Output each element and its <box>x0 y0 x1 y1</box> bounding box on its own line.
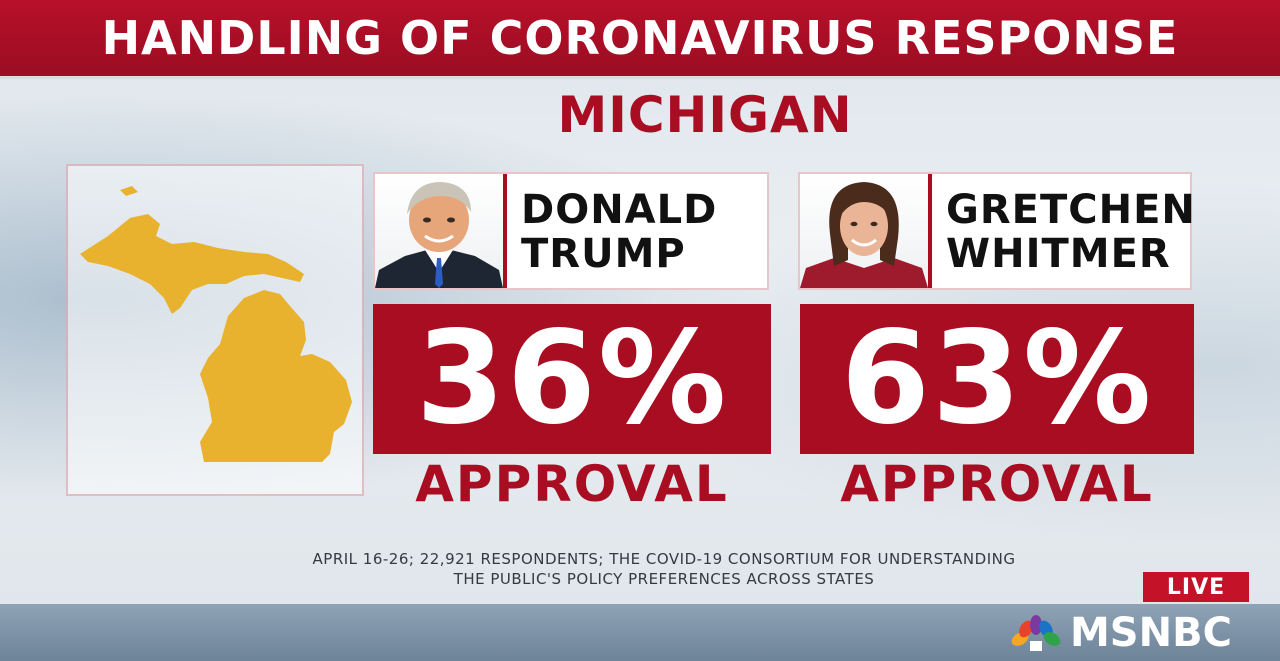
network-name: MSNBC <box>1070 610 1232 656</box>
source-line-2: THE PUBLIC'S POLICY PREFERENCES ACROSS S… <box>453 570 875 588</box>
network-logo: MSNBC <box>1008 610 1232 656</box>
candidate-last-name: WHITMER <box>946 231 1171 277</box>
approval-percent: 36% <box>415 304 729 453</box>
candidate-name: GRETCHEN WHITMER <box>946 188 1196 276</box>
approval-percent-box: 36% <box>373 304 771 454</box>
state-heading: MICHIGAN <box>557 86 853 144</box>
approval-label: APPROVAL <box>840 455 1154 513</box>
peacock-logo-icon <box>1011 615 1061 651</box>
approval-percent-box: 63% <box>800 304 1194 454</box>
candidate-card-trump: DONALD TRUMP <box>373 172 769 290</box>
state-map-panel <box>66 164 364 496</box>
live-badge: LIVE <box>1143 572 1249 602</box>
approval-percent: 63% <box>840 304 1154 453</box>
candidate-first-name: DONALD <box>521 187 718 233</box>
michigan-map-icon <box>80 186 352 462</box>
candidate-card-whitmer: GRETCHEN WHITMER <box>798 172 1195 290</box>
source-line-1: APRIL 16-26; 22,921 RESPONDENTS; THE COV… <box>312 550 1016 568</box>
candidate-last-name: TRUMP <box>521 231 686 277</box>
portrait-woman-icon <box>800 174 932 288</box>
approval-label: APPROVAL <box>415 455 729 513</box>
candidate-first-name: GRETCHEN <box>946 187 1196 233</box>
source-note: APRIL 16-26; 22,921 RESPONDENTS; THE COV… <box>0 549 1280 589</box>
graphic-title: HANDLING OF CORONAVIRUS RESPONSE <box>101 11 1179 65</box>
title-banner: HANDLING OF CORONAVIRUS RESPONSE <box>0 0 1280 79</box>
lower-band <box>0 604 1280 661</box>
candidate-name: DONALD TRUMP <box>521 188 717 276</box>
portrait-man-icon <box>375 174 507 288</box>
